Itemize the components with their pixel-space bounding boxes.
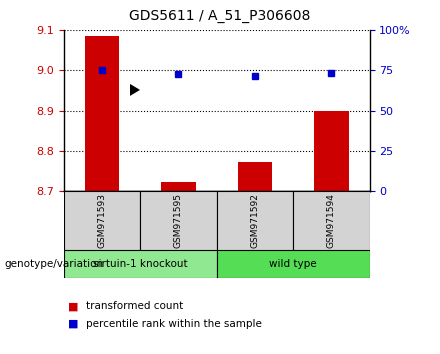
Text: percentile rank within the sample: percentile rank within the sample: [86, 319, 262, 329]
Text: GSM971592: GSM971592: [250, 193, 260, 248]
Bar: [293, 191, 370, 250]
Text: genotype/variation: genotype/variation: [4, 259, 103, 269]
Bar: [314, 110, 348, 191]
Text: sirtuin-1 knockout: sirtuin-1 knockout: [93, 259, 187, 269]
Bar: [216, 191, 293, 250]
Bar: [140, 191, 216, 250]
Bar: [64, 191, 140, 250]
Text: transformed count: transformed count: [86, 301, 183, 311]
Bar: [85, 36, 119, 191]
Bar: [161, 182, 196, 191]
Text: wild type: wild type: [269, 259, 317, 269]
Bar: [238, 162, 272, 191]
Polygon shape: [130, 84, 140, 96]
Text: GSM971594: GSM971594: [327, 193, 336, 248]
Text: GDS5611 / A_51_P306608: GDS5611 / A_51_P306608: [129, 9, 311, 23]
Bar: [64, 250, 216, 278]
Text: GSM971595: GSM971595: [174, 193, 183, 248]
Bar: [216, 250, 370, 278]
Text: ■: ■: [68, 301, 79, 311]
Text: GSM971593: GSM971593: [98, 193, 106, 248]
Text: ■: ■: [68, 319, 79, 329]
